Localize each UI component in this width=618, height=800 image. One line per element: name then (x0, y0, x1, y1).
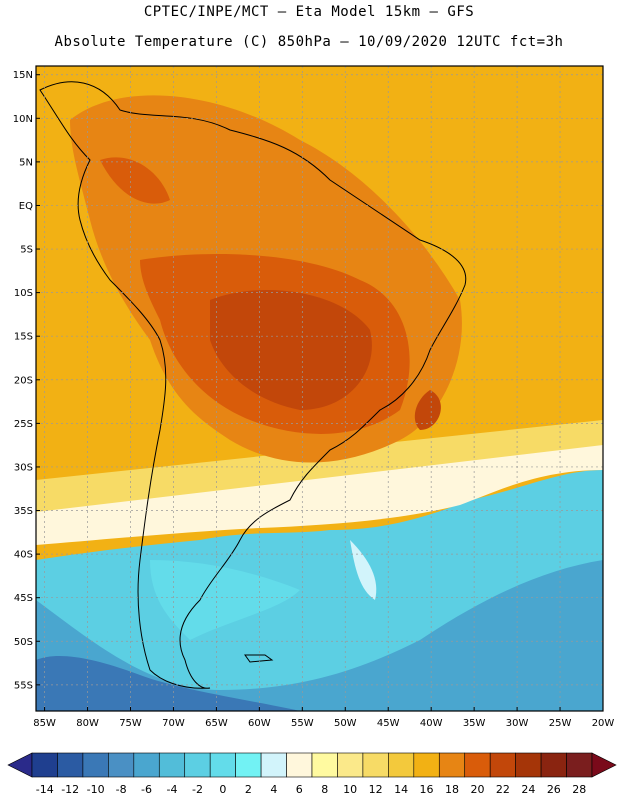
colorbar-label: -6 (141, 783, 152, 796)
colorbar-label: 26 (547, 783, 561, 796)
colorbar-label: 16 (420, 783, 434, 796)
colorbar-label: -10 (87, 783, 105, 796)
lat-tick-label: 35S (14, 506, 33, 517)
title-line-2: Absolute Temperature (C) 850hPa – 10/09/… (54, 34, 564, 50)
colorbar: -14 -12 -10 -8 -6 -4 -2 0 2 4 6 8 10 12 14 16 18 20 22 24 26… (7, 752, 617, 796)
coastline (39, 81, 467, 689)
lon-tick-label: 75W (119, 718, 142, 729)
colorbar-swatch (31, 752, 58, 778)
colorbar-swatch (57, 752, 84, 778)
lon-tick-label: 20W (592, 718, 615, 729)
colorbar-label: -2 (192, 783, 203, 796)
colorbar-swatch (489, 752, 516, 778)
colorbar-label: 6 (296, 783, 303, 796)
lat-tick-label: 10N (13, 114, 33, 125)
colorbar-label: -14 (36, 783, 54, 796)
lat-tick-label: 10S (14, 288, 33, 299)
map-frame (35, 65, 604, 712)
colorbar-label: 20 (470, 783, 484, 796)
colorbar-label: -12 (61, 783, 79, 796)
colorbar-swatch (286, 752, 313, 778)
colorbar-label: 18 (445, 783, 459, 796)
lon-tick-label: 35W (463, 718, 486, 729)
lon-tick-label: 55W (291, 718, 314, 729)
lat-tick-label: 15S (14, 332, 33, 343)
lat-tick-label: 15N (13, 70, 33, 81)
lon-tick-label: 25W (549, 718, 572, 729)
colorbar-swatch (209, 752, 236, 778)
colorbar-swatch (82, 752, 109, 778)
lat-tick-label: 40S (14, 550, 33, 561)
colorbar-label: 8 (321, 783, 328, 796)
lat-tick-label: 50S (14, 637, 33, 648)
colorbar-label: 12 (369, 783, 383, 796)
lat-tick-label: 55S (14, 680, 33, 691)
colorbar-swatch (388, 752, 415, 778)
lon-tick-label: 30W (506, 718, 529, 729)
lat-tick-label: 25S (14, 419, 33, 430)
colorbar-swatch (337, 752, 364, 778)
axis-ticks: 15N 10N 5N EQ 5S 10S 15S 20S 25S 30S 35S 40S 45S 50S 5… (13, 70, 615, 729)
lon-tick-label: 85W (33, 718, 56, 729)
lon-tick-label: 40W (420, 718, 443, 729)
lat-tick-label: EQ (19, 201, 33, 212)
colorbar-label: 24 (521, 783, 535, 796)
colorbar-swatch (413, 752, 440, 778)
colorbar-swatch (438, 752, 466, 778)
colorbar-label: 10 (343, 783, 357, 796)
title-line-1: CPTEC/INPE/MCT – Eta Model 15km – GFS (143, 4, 475, 20)
colorbar-swatch (260, 752, 287, 778)
colorbar-swatch (235, 752, 262, 778)
colorbar-swatch (184, 752, 211, 778)
lon-tick-label: 65W (205, 718, 228, 729)
colorbar-under-arrow (7, 752, 33, 778)
colorbar-label: 28 (572, 783, 586, 796)
temperature-field (36, 66, 603, 711)
colorbar-label: 0 (219, 783, 226, 796)
colorbar-label: 4 (270, 783, 277, 796)
lat-tick-label: 5S (20, 245, 33, 256)
colorbar-swatch (362, 752, 389, 778)
lon-tick-label: 60W (248, 718, 271, 729)
lat-tick-label: 30S (14, 462, 33, 473)
colorbar-label: 2 (245, 783, 252, 796)
lat-tick-label: 45S (14, 593, 33, 604)
colorbar-swatch (311, 752, 338, 778)
lon-tick-label: 80W (76, 718, 99, 729)
colorbar-swatch (566, 752, 593, 778)
colorbar-swatch (540, 752, 567, 778)
lon-tick-label: 70W (162, 718, 185, 729)
colorbar-label: 14 (394, 783, 408, 796)
lat-tick-label: 5N (19, 157, 33, 168)
colorbar-label: -4 (167, 783, 178, 796)
lon-tick-label: 50W (334, 718, 357, 729)
lat-tick-label: 20S (14, 375, 33, 386)
colorbar-swatch (133, 752, 160, 778)
colorbar-label: -8 (116, 783, 127, 796)
lon-tick-label: 45W (377, 718, 400, 729)
colorbar-swatch (464, 752, 491, 778)
colorbar-swatch (108, 752, 135, 778)
colorbar-label: 22 (496, 783, 510, 796)
colorbar-over-arrow (591, 752, 617, 778)
colorbar-swatch (515, 752, 542, 778)
colorbar-swatch (158, 752, 186, 778)
